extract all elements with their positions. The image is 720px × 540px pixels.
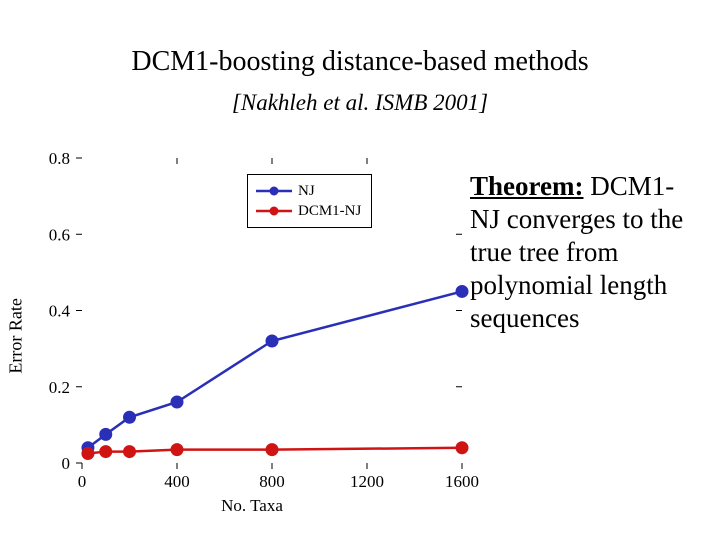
svg-text:0: 0 bbox=[62, 454, 71, 473]
svg-text:1600: 1600 bbox=[445, 472, 479, 491]
theorem-text: Theorem: DCM1-NJ converges to the true t… bbox=[470, 170, 702, 335]
legend-row: NJ bbox=[256, 181, 361, 201]
slide: DCM1-boosting distance-based methods [Na… bbox=[0, 0, 720, 540]
legend-swatch bbox=[256, 184, 292, 198]
svg-text:0: 0 bbox=[78, 472, 87, 491]
svg-text:400: 400 bbox=[164, 472, 190, 491]
legend-label: DCM1-NJ bbox=[298, 203, 361, 220]
svg-text:800: 800 bbox=[259, 472, 285, 491]
y-axis-label: Error Rate bbox=[6, 298, 27, 373]
svg-text:0.6: 0.6 bbox=[49, 225, 70, 244]
svg-text:0.2: 0.2 bbox=[49, 378, 70, 397]
legend-swatch bbox=[256, 204, 292, 218]
theorem-word: Theorem: bbox=[470, 171, 583, 201]
svg-text:0.8: 0.8 bbox=[49, 149, 70, 168]
slide-title: DCM1-boosting distance-based methods bbox=[0, 46, 720, 78]
svg-text:1200: 1200 bbox=[350, 472, 384, 491]
x-axis-label: No. Taxa bbox=[22, 496, 482, 516]
legend-label: NJ bbox=[298, 183, 315, 200]
legend-row: DCM1-NJ bbox=[256, 201, 361, 221]
slide-subtitle: [Nakhleh et al. ISMB 2001] bbox=[0, 90, 720, 116]
legend: NJ DCM1-NJ bbox=[247, 174, 372, 228]
chart: Error Rate 04008001200160000.20.40.60.8 … bbox=[22, 148, 482, 528]
svg-text:0.4: 0.4 bbox=[49, 302, 71, 321]
